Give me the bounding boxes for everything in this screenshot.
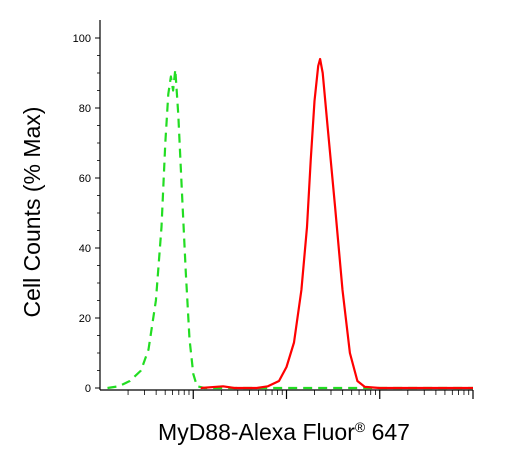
x-axis-label-suffix: 647 — [365, 419, 410, 445]
y-ticks: 0 20 40 60 80 100 — [73, 33, 100, 395]
series-line-myd88 — [200, 57, 473, 390]
y-tick-label: 100 — [73, 33, 91, 45]
x-axis-label: MyD88-Alexa Fluor® 647 — [158, 419, 410, 445]
y-tick-label: 40 — [79, 243, 91, 255]
series-line-control — [107, 68, 473, 390]
x-ticks — [127, 390, 474, 399]
y-tick-label: 20 — [79, 313, 91, 325]
y-tick-label: 80 — [79, 103, 91, 115]
series-group — [107, 57, 473, 390]
y-axis-label: Cell Counts (% Max) — [19, 107, 45, 318]
x-axis-label-main: MyD88-Alexa Fluor — [158, 419, 355, 445]
axes — [99, 20, 473, 391]
y-tick-label: 60 — [79, 173, 91, 185]
y-tick-label: 0 — [85, 383, 91, 395]
x-axis-label-registered: ® — [355, 419, 366, 435]
